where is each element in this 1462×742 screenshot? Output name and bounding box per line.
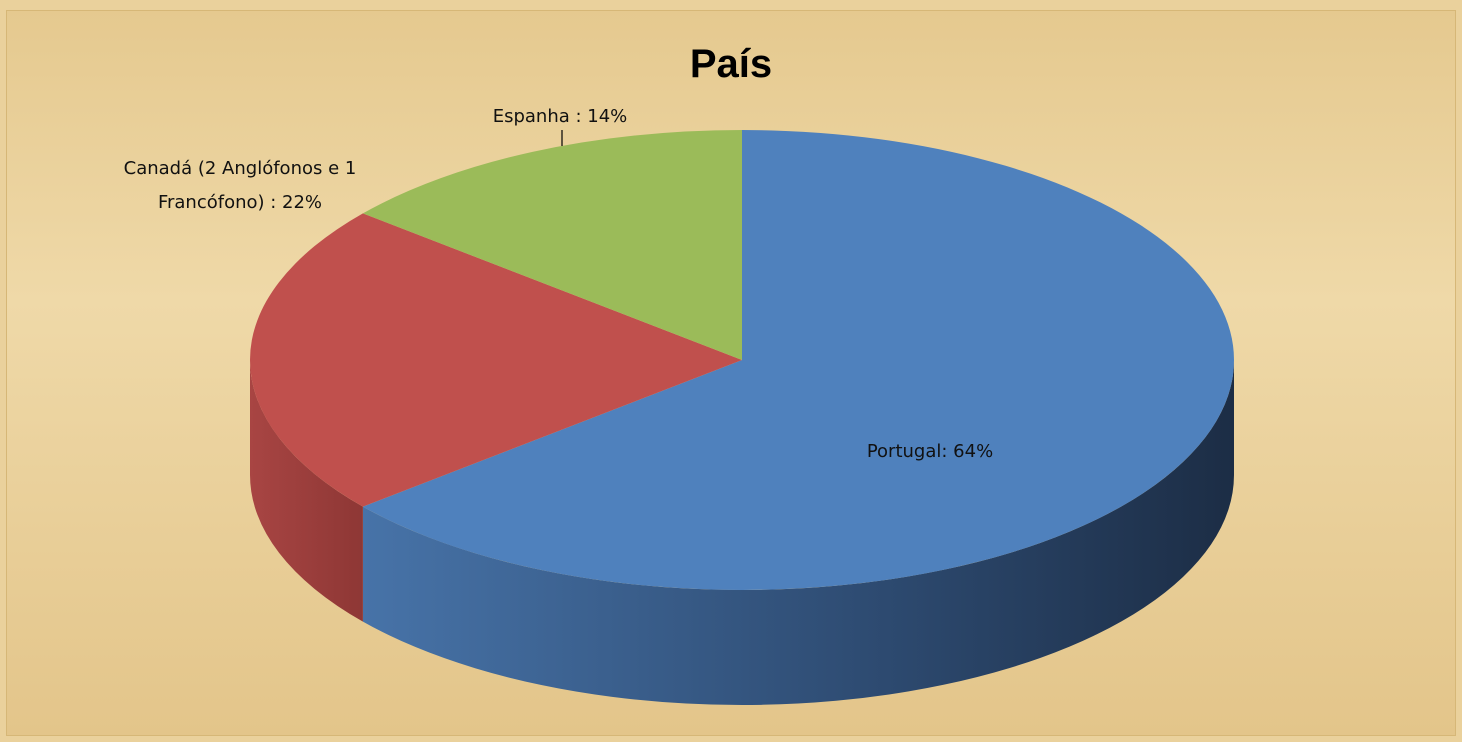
pie-slice <box>249 213 742 507</box>
pie-side <box>362 360 1234 706</box>
data-label: Espanha : 14% <box>492 106 628 127</box>
chart-title: País <box>689 42 773 86</box>
data-label: Portugal: 64% <box>866 441 994 462</box>
pie-slice <box>362 130 1234 591</box>
pie-slice <box>362 130 742 360</box>
data-label: Canadá (2 Anglófonos e 1 Francófono) : 2… <box>123 158 357 213</box>
pie-side <box>250 360 363 622</box>
